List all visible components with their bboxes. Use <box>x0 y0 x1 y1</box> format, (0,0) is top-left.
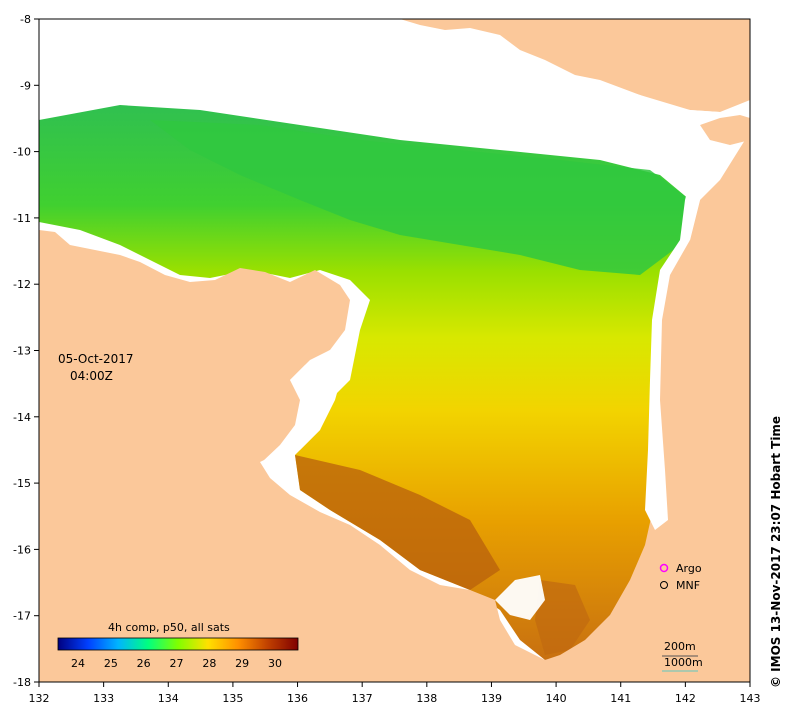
lat-tick-label: -16 <box>13 543 31 556</box>
lat-tick-label: -10 <box>13 146 31 159</box>
lon-tick-label: 136 <box>287 692 308 705</box>
colorbar <box>57 637 299 651</box>
lon-tick-label: 140 <box>546 692 567 705</box>
lon-tick-label: 143 <box>740 692 761 705</box>
land-island-northeast <box>700 115 750 145</box>
land-australia <box>39 120 750 682</box>
time-label: 04:00Z <box>70 369 113 383</box>
lon-tick-label: 139 <box>481 692 502 705</box>
lon-tick-label: 133 <box>93 692 114 705</box>
lat-tick-label: -9 <box>20 79 31 92</box>
colorbar-labels: 24 25 26 27 28 29 30 <box>71 657 282 670</box>
argo-marker-icon <box>659 563 669 573</box>
colorbar-tick-label: 30 <box>268 657 282 670</box>
mnf-marker-icon <box>660 581 668 589</box>
lon-tick-label: 137 <box>352 692 373 705</box>
cloud-mask-south <box>495 575 545 620</box>
sst-hot-patch-east <box>535 580 590 655</box>
credit-text: © IMOS 13-Nov-2017 23:07 Hobart Time <box>769 416 783 688</box>
sst-cool-band <box>150 120 690 275</box>
sst-hot-patch <box>295 455 500 590</box>
contour-1000m-label: 1000m <box>664 656 703 669</box>
lon-tick-label: 132 <box>29 692 50 705</box>
colorbar-tick-label: 25 <box>104 657 118 670</box>
cloud-mask-east <box>645 180 700 530</box>
lon-tick-label: 138 <box>416 692 437 705</box>
colorbar-tick-label: 28 <box>202 657 216 670</box>
lat-tick-label: -17 <box>13 610 31 623</box>
land-new-guinea <box>400 19 750 112</box>
lon-tick-label: 135 <box>222 692 243 705</box>
lon-tick-label: 134 <box>158 692 179 705</box>
lat-tick-label: -18 <box>13 676 31 689</box>
colorbar-tick-label: 24 <box>71 657 85 670</box>
latitude-axis: -8 -9 -10 -11 -12 -13 -14 -15 -16 -17 -18 <box>13 13 39 689</box>
date-label: 05-Oct-2017 <box>58 352 134 366</box>
lat-tick-label: -11 <box>13 212 31 225</box>
cloud-mask-west-coast <box>262 350 345 470</box>
lat-tick-label: -15 <box>13 477 31 490</box>
argo-label: Argo <box>676 562 702 575</box>
lat-tick-label: -14 <box>13 411 31 424</box>
colorbar-tick-label: 27 <box>170 657 184 670</box>
lon-tick-label: 142 <box>675 692 696 705</box>
colorbar-tick-label: 26 <box>137 657 151 670</box>
lon-tick-label: 141 <box>610 692 631 705</box>
colorbar-title: 4h comp, p50, all sats <box>108 621 230 634</box>
lat-tick-label: -13 <box>13 345 31 358</box>
colorbar-tick-label: 29 <box>235 657 249 670</box>
contour-200m-label: 200m <box>664 640 696 653</box>
longitude-axis: 132 133 134 135 136 137 138 139 140 141 142 143 <box>29 682 761 705</box>
mnf-label: MNF <box>676 579 700 592</box>
lat-tick-label: -8 <box>20 13 31 26</box>
cloud-mask-north <box>39 19 720 150</box>
lat-tick-label: -12 <box>13 278 31 291</box>
